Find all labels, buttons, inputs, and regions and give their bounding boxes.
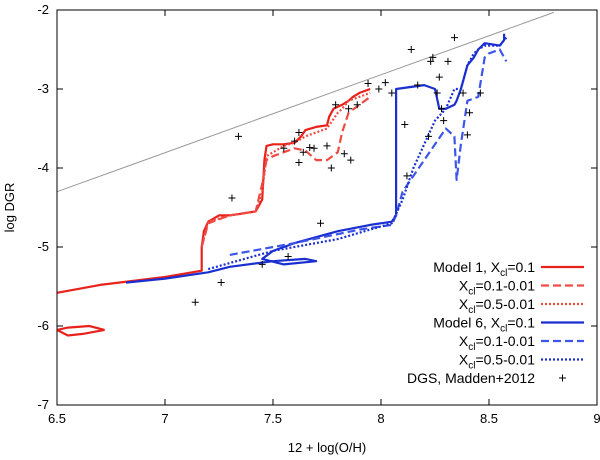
legend-label: Xcl=0.5-0.01: [459, 352, 535, 372]
y-tick-label: -3: [37, 81, 49, 96]
scatter-point: [401, 121, 409, 129]
scatter-point: [466, 109, 474, 117]
scatter-point: [295, 158, 303, 166]
scatter-point: [433, 89, 441, 97]
scatter-point: [425, 132, 433, 140]
scatter-point: [345, 105, 353, 113]
legend-label: Model 1, Xcl=0.1: [433, 259, 535, 279]
scatter-point: [347, 156, 355, 164]
scatter-point: [280, 144, 288, 152]
reference-line-layer: [56, 11, 554, 193]
scatter-point: [323, 142, 331, 150]
scatter-point: [459, 89, 467, 97]
scatter-point: [388, 89, 396, 97]
x-tick-label: 8: [377, 411, 384, 426]
scatter-point: [353, 101, 361, 109]
scatter-point: [228, 194, 236, 202]
scatter-point: [463, 131, 471, 139]
legend-label: DGS, Madden+2012: [407, 370, 535, 386]
series-line-2: [200, 96, 371, 248]
series-layer: [56, 33, 508, 337]
x-tick-label: 8.5: [480, 411, 498, 426]
scatter-point: [375, 85, 383, 93]
scatter-point: [407, 46, 415, 53]
x-tick-label: 7: [161, 411, 168, 426]
plot-frame: [56, 9, 598, 406]
scatter-point: [381, 79, 389, 87]
scatter-point: [332, 101, 340, 109]
y-axis-label: log DGR: [2, 183, 17, 233]
scatter-layer: [191, 34, 484, 306]
scatter-point: [306, 143, 314, 151]
series-line-5: [229, 48, 508, 256]
x-tick-label: 6.5: [48, 411, 66, 426]
scatter-point: [450, 34, 458, 42]
y-tick-label: -5: [37, 239, 49, 254]
x-axis-label: 12 + log(O/H): [288, 440, 366, 455]
legend: Model 1, Xcl=0.1Xcl=0.1-0.01Xcl=0.5-0.01…: [407, 259, 584, 386]
x-tick-label: 7.5: [264, 411, 282, 426]
model1-loop-curve: [56, 324, 105, 337]
scatter-point: [299, 148, 307, 156]
scatter-point: [364, 79, 372, 87]
x-tick-label: 9: [593, 411, 600, 426]
scatter-point: [414, 81, 422, 89]
y-tick-label: -7: [37, 397, 49, 412]
scatter-point: [217, 279, 225, 287]
y-tick-label: -2: [37, 2, 49, 17]
scatter-point: [340, 150, 348, 158]
scatter-point: [258, 260, 266, 268]
scatter-point: [427, 57, 435, 65]
scatter-point: [440, 117, 448, 125]
scatter-point: [295, 128, 303, 136]
scatter-point: [234, 132, 242, 140]
y-tick-label: -4: [37, 160, 49, 175]
series-line-6: [207, 36, 508, 271]
legend-label: Xcl=0.5-0.01: [459, 296, 535, 316]
series-line-1: [56, 87, 371, 294]
series-line-4: [125, 33, 506, 284]
tick-layer: 6.5 7 7.5 8 8.5 9 -2 -3 -4 -5 -6 -7: [37, 2, 600, 426]
legend-label: Xcl=0.1-0.01: [459, 278, 535, 298]
scatter-point: [284, 252, 292, 260]
scatter-point: [327, 164, 335, 172]
scatter-point: [191, 298, 199, 306]
legend-swatch-scatter: [559, 374, 566, 382]
scatter-point: [310, 144, 318, 152]
scatter-point: [317, 219, 325, 227]
scatter-point: [291, 137, 299, 145]
scatter-point: [444, 57, 452, 65]
legend-label: Xcl=0.1-0.01: [459, 333, 535, 353]
scatter-point: [403, 172, 411, 180]
scatter-point: [437, 105, 445, 113]
reference-line: [56, 11, 554, 193]
y-tick-label: -6: [37, 318, 49, 333]
scatter-point: [435, 73, 443, 81]
scatter-point: [429, 53, 437, 61]
legend-label: Model 6, Xcl=0.1: [433, 315, 535, 335]
series-line-3: [200, 91, 371, 248]
scatter-point: [476, 89, 484, 97]
